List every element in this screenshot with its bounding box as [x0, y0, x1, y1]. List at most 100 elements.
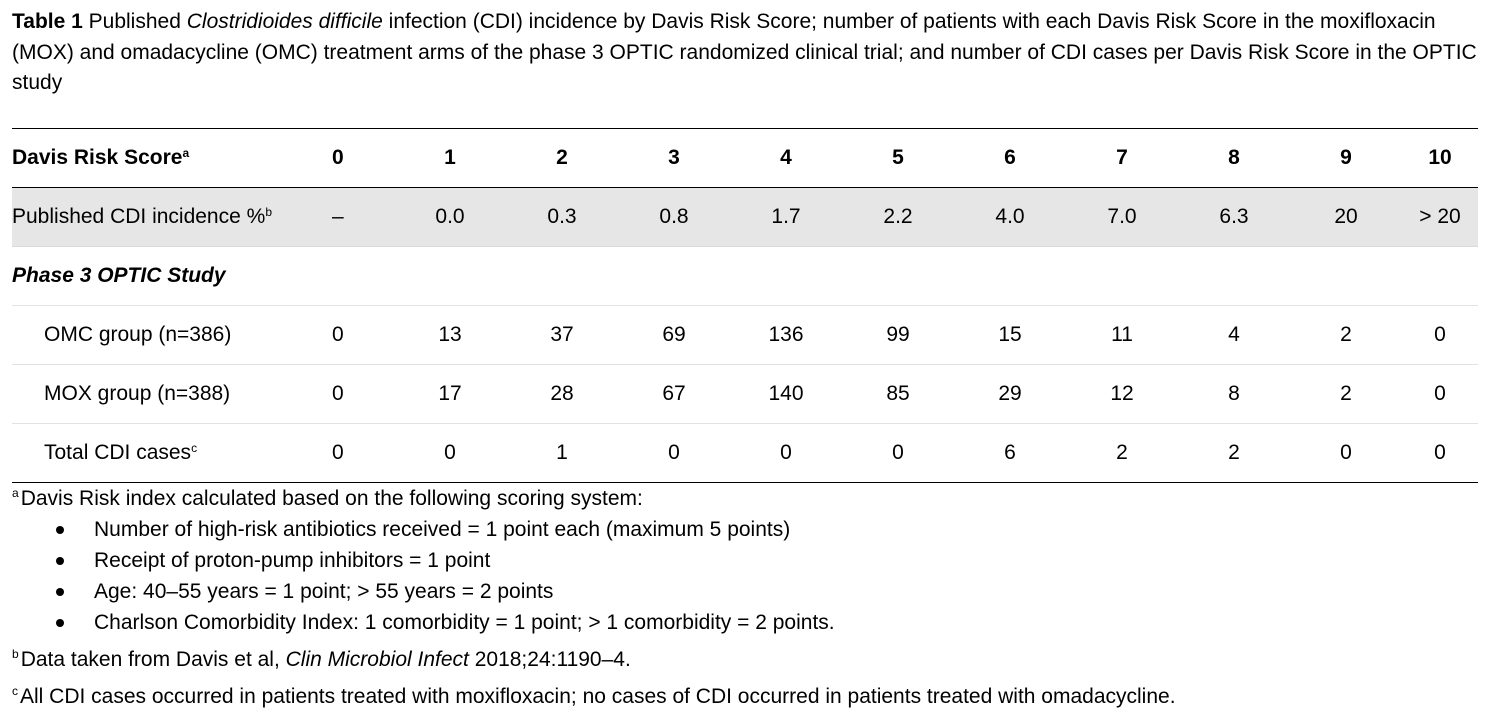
omc-group-row: OMC group (n=386) 0 13 37 69 136 99 15 1…	[12, 305, 1478, 365]
caption-text-after: infection (CDI) incidence by Davis Risk …	[12, 10, 1477, 94]
scoring-bullet-list: Number of high-risk antibiotics received…	[12, 514, 1478, 638]
omc-label: OMC group (n=386)	[12, 305, 282, 365]
table-cell: 2.2	[842, 187, 954, 247]
table-cell: 0	[1290, 423, 1402, 483]
published-label-sup: b	[265, 205, 272, 219]
published-incidence-row: Published CDI incidence %b – 0.0 0.3 0.8…	[12, 187, 1478, 247]
caption-text-before: Published	[88, 10, 187, 33]
table-cell: 136	[730, 305, 842, 365]
section-title-row: Phase 3 OPTIC Study	[12, 246, 1478, 306]
table-cell: 0	[1402, 305, 1478, 365]
bullet-dot-icon	[56, 588, 64, 596]
table-cell: > 20	[1402, 187, 1478, 247]
bullet-dot-icon	[56, 619, 64, 627]
footnote-c-marker: c	[12, 684, 18, 698]
footnote-a: aDavis Risk index calculated based on th…	[12, 483, 1478, 514]
table-cell: 1	[506, 423, 618, 483]
footnote-b-italic: Clin Microbiol Infect	[285, 648, 469, 671]
mox-label: MOX group (n=388)	[12, 364, 282, 424]
table-cell: 1.7	[730, 187, 842, 247]
table-cell: 17	[394, 364, 506, 424]
table-cell: 12	[1066, 364, 1178, 424]
bullet-dot-icon	[56, 557, 64, 565]
table-cell: 0	[394, 423, 506, 483]
header-label-cell: Davis Risk Scorea	[12, 128, 282, 188]
table-cell: 0	[282, 423, 394, 483]
header-cell: 9	[1290, 128, 1402, 188]
header-cell: 4	[730, 128, 842, 188]
table-caption: Table 1 Published Clostridioides diffici…	[12, 7, 1478, 99]
header-cell: 5	[842, 128, 954, 188]
table-cell: 0	[282, 364, 394, 424]
table-cell: 7.0	[1066, 187, 1178, 247]
caption-italic: Clostridioides difficile	[186, 10, 383, 33]
table-cell: 29	[954, 364, 1066, 424]
table-cell: 11	[1066, 305, 1178, 365]
bullet-item: Number of high-risk antibiotics received…	[12, 514, 1478, 545]
table-cell: 0	[842, 423, 954, 483]
table-cell: 28	[506, 364, 618, 424]
table-header-row: Davis Risk Scorea 0 1 2 3 4 5 6 7 8 9 10	[12, 128, 1478, 188]
caption-label: Table 1	[12, 10, 83, 33]
footnote-c: cAll CDI cases occurred in patients trea…	[12, 681, 1478, 712]
table-cell: 0.8	[618, 187, 730, 247]
table-cell: 4.0	[954, 187, 1066, 247]
table-cell: 2	[1066, 423, 1178, 483]
footnote-a-marker: a	[12, 486, 19, 500]
header-cell: 0	[282, 128, 394, 188]
table-cell: 0.3	[506, 187, 618, 247]
table-cell: 6	[954, 423, 1066, 483]
table-cell: 4	[1178, 305, 1290, 365]
bullet-text: Charlson Comorbidity Index: 1 comorbidit…	[94, 611, 835, 634]
table-cell: 67	[618, 364, 730, 424]
section-title: Phase 3 OPTIC Study	[12, 246, 1478, 306]
table-cell: 6.3	[1178, 187, 1290, 247]
bullet-item: Age: 40–55 years = 1 point; > 55 years =…	[12, 576, 1478, 607]
footnote-b: bData taken from Davis et al, Clin Micro…	[12, 644, 1478, 675]
header-label-sup: a	[182, 146, 190, 160]
table-cell: 13	[394, 305, 506, 365]
table-cell: 0	[1402, 364, 1478, 424]
bullet-text: Receipt of proton-pump inhibitors = 1 po…	[94, 549, 491, 572]
mox-group-row: MOX group (n=388) 0 17 28 67 140 85 29 1…	[12, 364, 1478, 424]
header-cell: 1	[394, 128, 506, 188]
table-cell: 2	[1178, 423, 1290, 483]
bullet-text: Number of high-risk antibiotics received…	[94, 518, 791, 541]
footnote-b-marker: b	[12, 647, 19, 661]
footnote-b-text-after: 2018;24:1190–4.	[468, 648, 631, 671]
table-cell: 140	[730, 364, 842, 424]
table-cell: –	[282, 187, 394, 247]
table-cell: 0	[282, 305, 394, 365]
header-cell: 2	[506, 128, 618, 188]
total-label: Total CDI cases	[44, 441, 192, 464]
table-cell: 99	[842, 305, 954, 365]
total-cdi-row: Total CDI casesc 0 0 1 0 0 0 6 2 2 0 0	[12, 423, 1478, 483]
footnotes: aDavis Risk index calculated based on th…	[12, 483, 1478, 712]
table-cell: 15	[954, 305, 1066, 365]
bullet-dot-icon	[56, 526, 64, 534]
table-cell: 37	[506, 305, 618, 365]
published-label-cell: Published CDI incidence %b	[12, 187, 282, 247]
table-cell: 0	[1402, 423, 1478, 483]
footnote-c-text: All CDI cases occurred in patients treat…	[20, 685, 1176, 708]
bullet-text: Age: 40–55 years = 1 point; > 55 years =…	[94, 580, 554, 603]
risk-score-table: Davis Risk Scorea 0 1 2 3 4 5 6 7 8 9 10…	[12, 128, 1478, 483]
bullet-item: Receipt of proton-pump inhibitors = 1 po…	[12, 545, 1478, 576]
header-cell: 7	[1066, 128, 1178, 188]
header-cell: 3	[618, 128, 730, 188]
table-cell: 0.0	[394, 187, 506, 247]
table-cell: 2	[1290, 364, 1402, 424]
published-label: Published CDI incidence %	[12, 205, 266, 228]
footnote-b-text-before: Data taken from Davis et al,	[20, 648, 286, 671]
table-cell: 2	[1290, 305, 1402, 365]
bullet-item: Charlson Comorbidity Index: 1 comorbidit…	[12, 607, 1478, 638]
header-cell: 10	[1402, 128, 1478, 188]
table-cell: 69	[618, 305, 730, 365]
table-cell: 0	[618, 423, 730, 483]
table-cell: 20	[1290, 187, 1402, 247]
table-cell: 0	[730, 423, 842, 483]
header-cell: 8	[1178, 128, 1290, 188]
table-cell: 8	[1178, 364, 1290, 424]
total-label-sup: c	[191, 441, 198, 455]
total-label-cell: Total CDI casesc	[12, 423, 282, 483]
